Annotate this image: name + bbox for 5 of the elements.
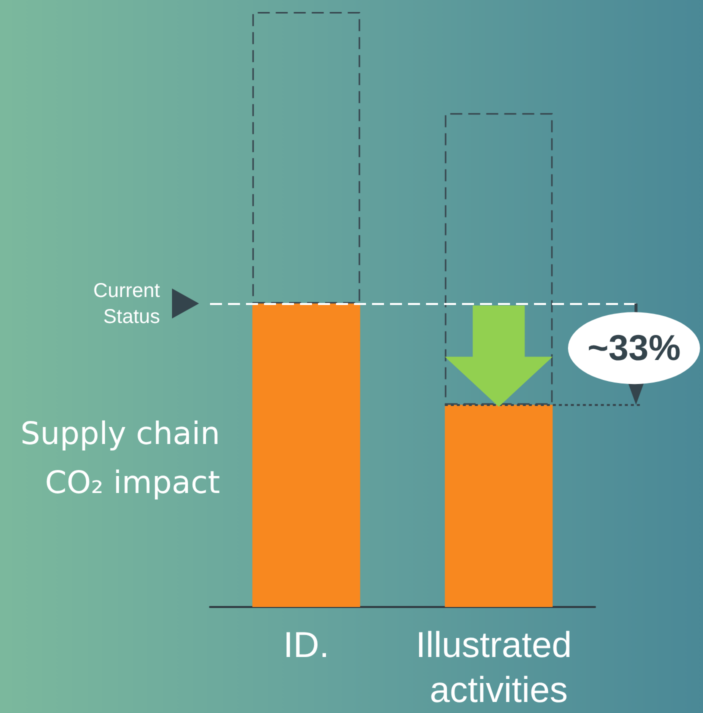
- x-tick-label: Illustrated activities: [416, 624, 582, 710]
- annotation: ~33%: [588, 327, 681, 370]
- x-tick-label: ID.: [283, 624, 330, 665]
- y-axis-title: Supply chain CO₂ impact: [20, 415, 220, 503]
- ref-line-label: Current Status: [92, 278, 160, 330]
